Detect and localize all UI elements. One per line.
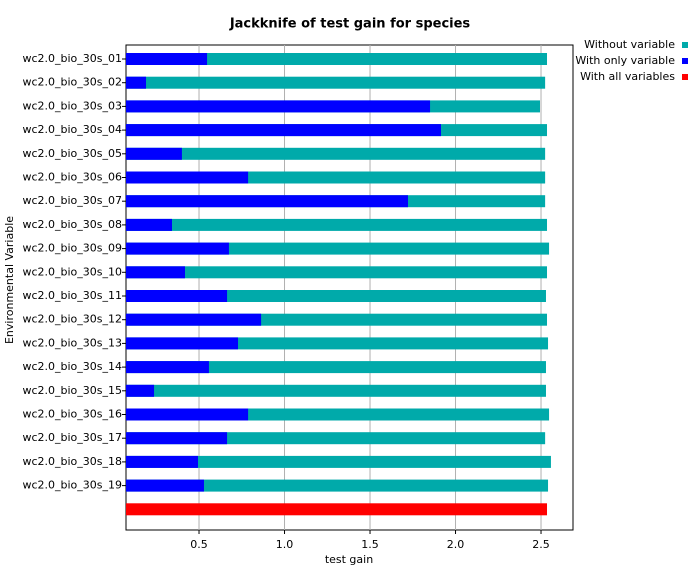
bar — [126, 432, 228, 445]
y-tick-label: wc2.0_bio_30s_06 — [22, 171, 122, 184]
y-tick-label: wc2.0_bio_30s_12 — [22, 313, 122, 326]
bar — [126, 53, 548, 65]
bar — [126, 171, 249, 184]
x-tick-label: 2.5 — [532, 538, 550, 551]
x-tick-label: 0.5 — [190, 538, 208, 551]
chart-title: Jackknife of test gain for species — [229, 17, 471, 32]
y-tick-label: wc2.0_bio_30s_04 — [22, 123, 122, 136]
x-axis-label: test gain — [325, 553, 373, 566]
bar — [126, 479, 549, 492]
y-tick-label: wc2.0_bio_30s_15 — [22, 384, 122, 397]
bar — [126, 361, 209, 374]
y-axis-label: Environmental Variable — [3, 216, 16, 344]
legend-label: Without variable — [584, 38, 675, 51]
x-tick-label: 2.0 — [447, 538, 465, 551]
legend-swatch — [682, 74, 688, 80]
legend-swatch — [682, 58, 688, 64]
bar — [126, 384, 155, 397]
y-tick-label: wc2.0_bio_30s_19 — [22, 479, 122, 492]
bar — [126, 361, 546, 374]
bar — [126, 313, 262, 326]
y-tick-label: wc2.0_bio_30s_07 — [22, 194, 122, 207]
bar — [126, 479, 204, 492]
bar — [126, 147, 546, 160]
bar — [126, 503, 548, 516]
bar — [126, 100, 431, 113]
x-tick-label: 1.5 — [361, 538, 379, 551]
y-tick-label: wc2.0_bio_30s_18 — [22, 455, 122, 468]
legend-swatch — [682, 42, 688, 48]
bar — [126, 432, 546, 445]
y-tick-label: wc2.0_bio_30s_13 — [22, 336, 122, 349]
bar — [126, 218, 172, 231]
y-tick-label: wc2.0_bio_30s_10 — [22, 265, 122, 278]
bar — [126, 384, 546, 397]
bar — [126, 147, 182, 160]
bar — [126, 218, 548, 231]
bar — [126, 124, 441, 137]
bar — [126, 53, 208, 65]
y-tick-label: wc2.0_bio_30s_11 — [22, 289, 122, 302]
bar — [126, 76, 546, 89]
y-tick-label: wc2.0_bio_30s_16 — [22, 408, 122, 421]
y-tick-label: wc2.0_bio_30s_17 — [22, 431, 122, 444]
bar — [126, 242, 550, 255]
y-tick-label: wc2.0_bio_30s_14 — [22, 360, 122, 373]
y-tick-label: wc2.0_bio_30s_01 — [22, 52, 122, 65]
y-tick-label: wc2.0_bio_30s_03 — [22, 99, 122, 112]
bar — [126, 455, 551, 468]
bar — [126, 76, 147, 89]
bar — [126, 242, 229, 255]
bar — [126, 337, 239, 350]
y-tick-label: wc2.0_bio_30s_09 — [22, 242, 122, 255]
y-tick-label: wc2.0_bio_30s_08 — [22, 218, 122, 231]
y-tick-label: wc2.0_bio_30s_05 — [22, 147, 122, 160]
y-tick-label: wc2.0_bio_30s_02 — [22, 76, 122, 89]
bar — [126, 266, 548, 279]
x-tick-label: 1.0 — [276, 538, 294, 551]
bar — [126, 290, 546, 302]
legend-label: With all variables — [580, 70, 675, 83]
bar — [126, 266, 185, 279]
bar — [126, 195, 408, 208]
bar — [126, 290, 228, 302]
bar — [126, 455, 198, 468]
bar — [126, 408, 249, 421]
legend-label: With only variable — [575, 54, 675, 67]
